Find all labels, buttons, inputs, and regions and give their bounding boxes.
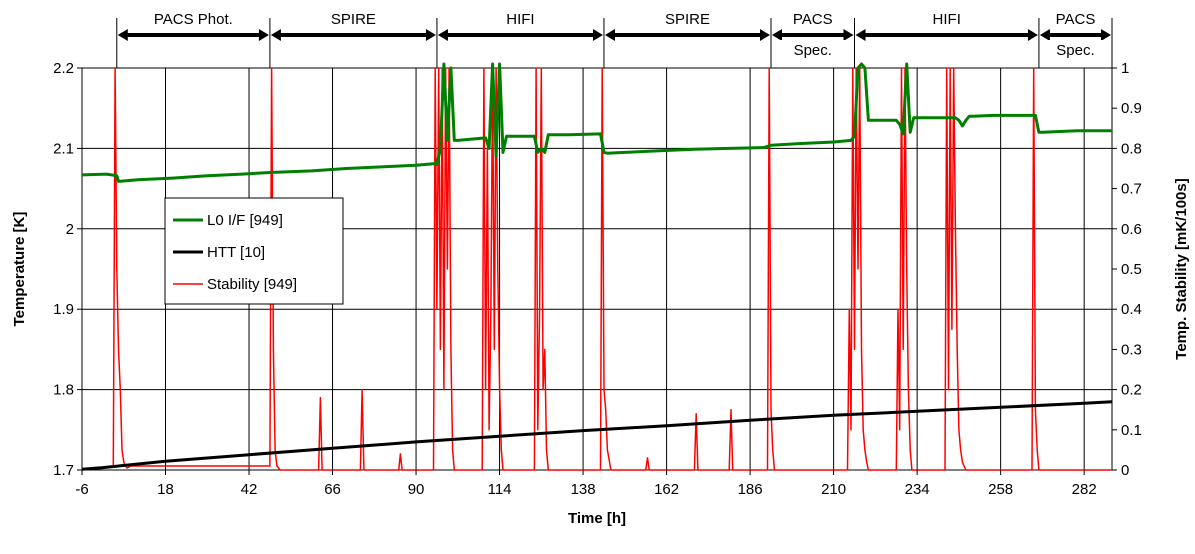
legend-entry: HTT [10] bbox=[207, 244, 265, 261]
y2-tick-label: 0.4 bbox=[1121, 301, 1142, 318]
phase-label-bg bbox=[778, 40, 847, 59]
phase-arrow-head-right bbox=[1027, 29, 1038, 41]
x-tick-label: 138 bbox=[571, 481, 596, 498]
phase-arrow-head-right bbox=[759, 29, 770, 41]
y2-tick-label: 0.9 bbox=[1121, 100, 1142, 117]
y-tick-label: 2.2 bbox=[53, 60, 74, 77]
y-tick-label: 1.7 bbox=[53, 462, 74, 479]
y2-tick-label: 0.6 bbox=[1121, 221, 1142, 238]
phase-label: PACS bbox=[793, 11, 833, 28]
legend-entry: Stability [949] bbox=[207, 276, 297, 293]
y2-tick-label: 0 bbox=[1121, 462, 1129, 479]
y2-tick-label: 0.2 bbox=[1121, 382, 1142, 399]
legend: L0 I/F [949] HTT [10] Stability [949] bbox=[164, 197, 344, 305]
phase-label: PACS Phot. bbox=[154, 11, 233, 28]
phase-label: HIFI bbox=[933, 11, 961, 28]
phase-bar: PACS Phot. SPIRE HIFI SPIRE PACS Spec. HIFI PAC… bbox=[116, 11, 1113, 68]
x-tick-label: 234 bbox=[905, 481, 930, 498]
phase-label: SPIRE bbox=[331, 11, 376, 28]
phase-arrow-head-right bbox=[425, 29, 436, 41]
legend-entry: L0 I/F [949] bbox=[207, 212, 283, 229]
y2-tick-label: 0.8 bbox=[1121, 140, 1142, 157]
phase-arrow-head-left bbox=[771, 29, 782, 41]
x-axis-title: Time [h] bbox=[568, 510, 626, 527]
x-tick-label: 90 bbox=[408, 481, 425, 498]
x-tick-label: 258 bbox=[988, 481, 1013, 498]
phase-label: SPIRE bbox=[665, 11, 710, 28]
x-tick-label: 210 bbox=[821, 481, 846, 498]
series-line-0 bbox=[81, 62, 1112, 183]
y2-tick-label: 0.1 bbox=[1121, 422, 1142, 439]
phase-arrow-head-right bbox=[1101, 29, 1111, 41]
series-line-1 bbox=[81, 400, 1113, 471]
phase-arrow-head-left bbox=[270, 29, 281, 41]
x-tick-label: 18 bbox=[157, 481, 174, 498]
x-tick-label: 282 bbox=[1072, 481, 1097, 498]
x-tick-label: 66 bbox=[324, 481, 341, 498]
phase-arrow-head-left bbox=[117, 29, 128, 41]
x-tick-label: 186 bbox=[738, 481, 763, 498]
phase-arrow-head-right bbox=[258, 29, 269, 41]
y-tick-label: 1.9 bbox=[53, 301, 74, 318]
y2-tick-label: 1 bbox=[1121, 60, 1129, 77]
phase-arrow-head-left bbox=[855, 29, 866, 41]
phase-label-secondary: Spec. bbox=[794, 42, 832, 59]
phase-label-secondary: Spec. bbox=[1056, 42, 1094, 59]
series-layer bbox=[81, 62, 1113, 471]
y-tick-label: 2 bbox=[66, 221, 74, 238]
series-line-2 bbox=[81, 67, 1112, 471]
phase-arrow-head-left bbox=[604, 29, 615, 41]
x-tick-label: 42 bbox=[241, 481, 258, 498]
phase-arrow-head-right bbox=[843, 29, 854, 41]
phase-arrow-head-left bbox=[437, 29, 448, 41]
y2-tick-label: 0.3 bbox=[1121, 341, 1142, 358]
phase-label: PACS bbox=[1056, 11, 1096, 28]
x-tick-label: 114 bbox=[488, 481, 512, 498]
phase-label-bg bbox=[1041, 40, 1110, 59]
y-tick-label: 2.1 bbox=[53, 140, 74, 157]
phase-arrow-head-left bbox=[1039, 29, 1050, 41]
y-axis-title: Temperature [K] bbox=[11, 212, 28, 327]
x-tick-label: 162 bbox=[654, 481, 679, 498]
axes: -6 18 42 66 90 114 138 162 186 210 234 258 2821.71.8… bbox=[11, 60, 1190, 527]
x-tick-label: -6 bbox=[75, 481, 88, 498]
y2-tick-label: 0.5 bbox=[1121, 261, 1142, 278]
phase-arrow-head-right bbox=[592, 29, 603, 41]
y2-axis-title: Temp. Stability [mK/100s] bbox=[1173, 178, 1190, 359]
phase-label: HIFI bbox=[506, 11, 534, 28]
y-tick-label: 1.8 bbox=[53, 382, 74, 399]
y2-tick-label: 0.7 bbox=[1121, 181, 1142, 198]
